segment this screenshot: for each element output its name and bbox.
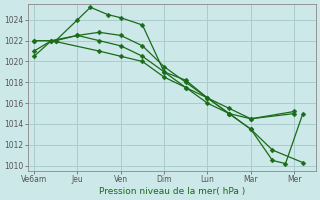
X-axis label: Pression niveau de la mer( hPa ): Pression niveau de la mer( hPa ) [99,187,245,196]
